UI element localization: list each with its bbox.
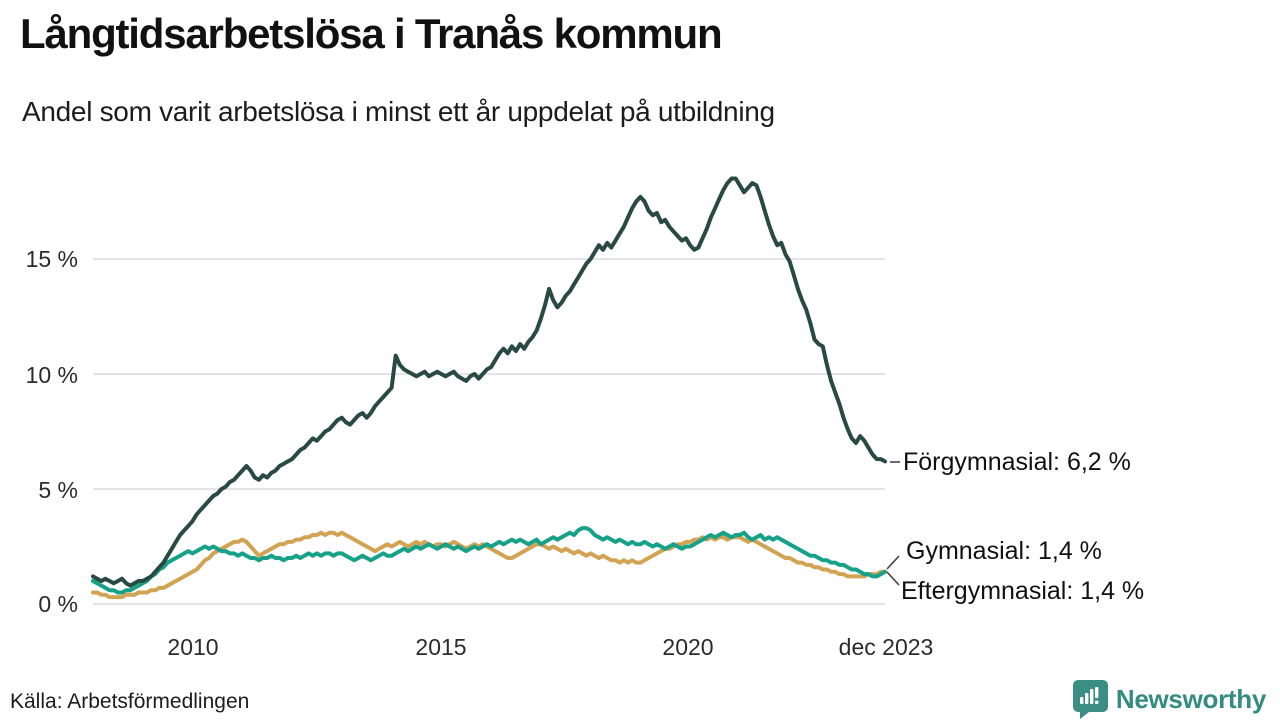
series-label-gymnasial: Gymnasial: 1,4 % [906,537,1102,565]
newsworthy-icon [1072,680,1108,719]
y-axis-tick-10: 10 % [25,362,78,388]
series-line-gymnasial [91,526,887,595]
brand-name: Newsworthy [1115,683,1266,714]
x-axis-tick-dec-2023: dec 2023 [838,634,934,660]
series-label-eftergymnasial: Eftergymnasial: 1,4 % [901,577,1145,605]
page-title: Långtidsarbetslösa i Tranås kommun [20,10,723,57]
x-axis-tick-2015: 2015 [415,634,467,660]
source-note: Källa: Arbetsförmedlingen [10,690,250,713]
y-axis-tick-15: 15 % [25,246,78,272]
y-axis-tick-0: 0 % [38,591,78,617]
series-line-eftergymnasial [91,530,887,600]
series-label-forgymnasial: Förgymnasial: 6,2 % [903,448,1131,476]
y-axis-tick-5: 5 % [38,477,78,503]
brand-logo: Newsworthy [1072,679,1266,719]
x-axis-tick-2020: 2020 [662,634,714,660]
page-subtitle: Andel som varit arbetslösa i minst ett å… [22,96,775,127]
x-axis-tick-2010: 2010 [167,634,219,660]
series-line-förgymnasial [91,176,887,588]
